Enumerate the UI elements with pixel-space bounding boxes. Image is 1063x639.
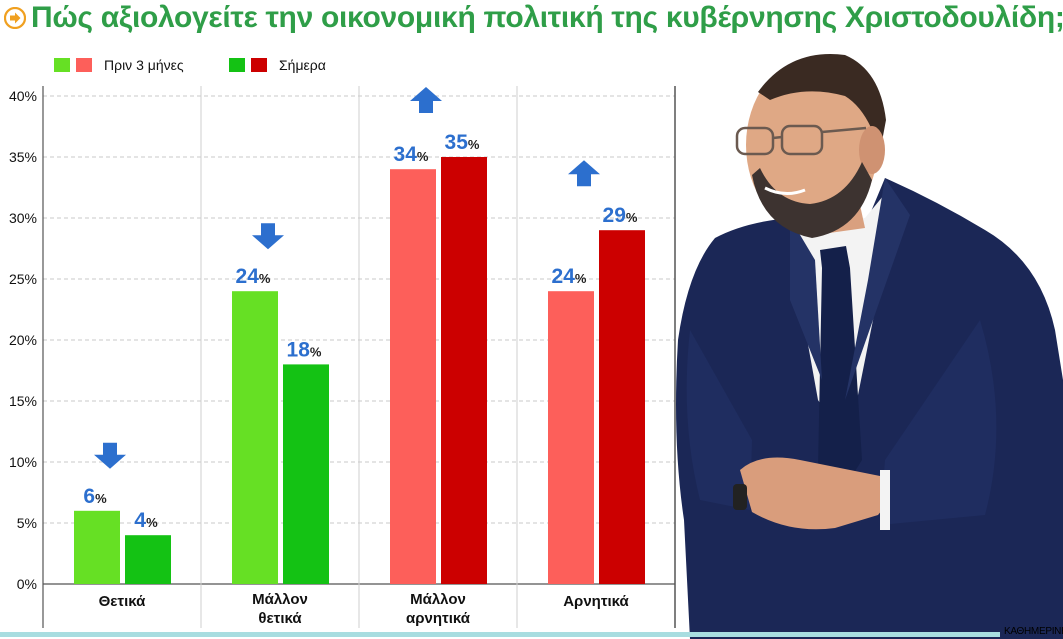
legend-swatch xyxy=(229,58,245,72)
bar xyxy=(441,157,487,584)
category-label: Θετικά xyxy=(99,593,147,610)
lapel-left xyxy=(790,218,822,380)
category-label: Μάλλον αρνητικά xyxy=(406,591,471,627)
watch xyxy=(733,484,747,510)
bar-value-label: 24% xyxy=(236,265,271,288)
bar xyxy=(283,364,329,584)
y-tick-label: 5% xyxy=(17,515,37,531)
arrow-up-icon xyxy=(410,87,442,113)
bar xyxy=(232,291,278,584)
y-tick-label: 10% xyxy=(9,454,37,470)
legend-swatch xyxy=(54,58,70,72)
beard xyxy=(752,162,872,238)
y-tick-label: 35% xyxy=(9,149,37,165)
bar xyxy=(390,169,436,584)
y-tick-label: 30% xyxy=(9,210,37,226)
bar xyxy=(74,510,120,584)
bar xyxy=(548,291,594,584)
y-tick-label: 0% xyxy=(17,576,37,592)
lapel-right xyxy=(845,178,910,400)
category-label: Αρνητικά xyxy=(563,593,629,610)
suit-body xyxy=(676,178,1063,639)
bottom-border xyxy=(0,632,1000,637)
legend-label: Πριν 3 μήνες xyxy=(104,57,184,73)
y-tick-label: 25% xyxy=(9,271,37,287)
bar-value-label: 4% xyxy=(134,509,158,532)
bar-value-label: 18% xyxy=(287,338,322,361)
left-sleeve xyxy=(686,330,752,510)
bar-value-label: 29% xyxy=(603,204,638,227)
glasses xyxy=(735,124,867,156)
bar-value-label: 34% xyxy=(394,143,429,166)
bar-value-label: 35% xyxy=(445,131,480,154)
right-sleeve xyxy=(880,320,997,525)
category-label: Μάλλον θετικά xyxy=(252,591,308,627)
tie xyxy=(818,246,862,492)
bar xyxy=(599,230,645,584)
bar xyxy=(125,535,171,584)
hands xyxy=(740,457,890,530)
bar-value-label: 6% xyxy=(83,485,107,508)
legend-swatch xyxy=(251,58,267,72)
y-tick-label: 20% xyxy=(9,332,37,348)
y-tick-label: 40% xyxy=(9,88,37,104)
arrow-down-icon xyxy=(252,223,284,250)
bar-value-label: 24% xyxy=(552,265,587,288)
legend-label: Σήμερα xyxy=(279,57,326,73)
legend-swatch xyxy=(76,58,92,72)
arrow-down-icon xyxy=(94,442,126,469)
arrow-circle-icon xyxy=(4,7,26,29)
y-tick-label: 15% xyxy=(9,393,37,409)
arrow-up-icon xyxy=(568,160,600,187)
chart-title: Πώς αξιολογείτε την οικονομική πολιτική … xyxy=(31,1,1063,34)
photo-credit: ΚΑΘΗΜΕΡΙΝΗ xyxy=(1004,626,1063,637)
